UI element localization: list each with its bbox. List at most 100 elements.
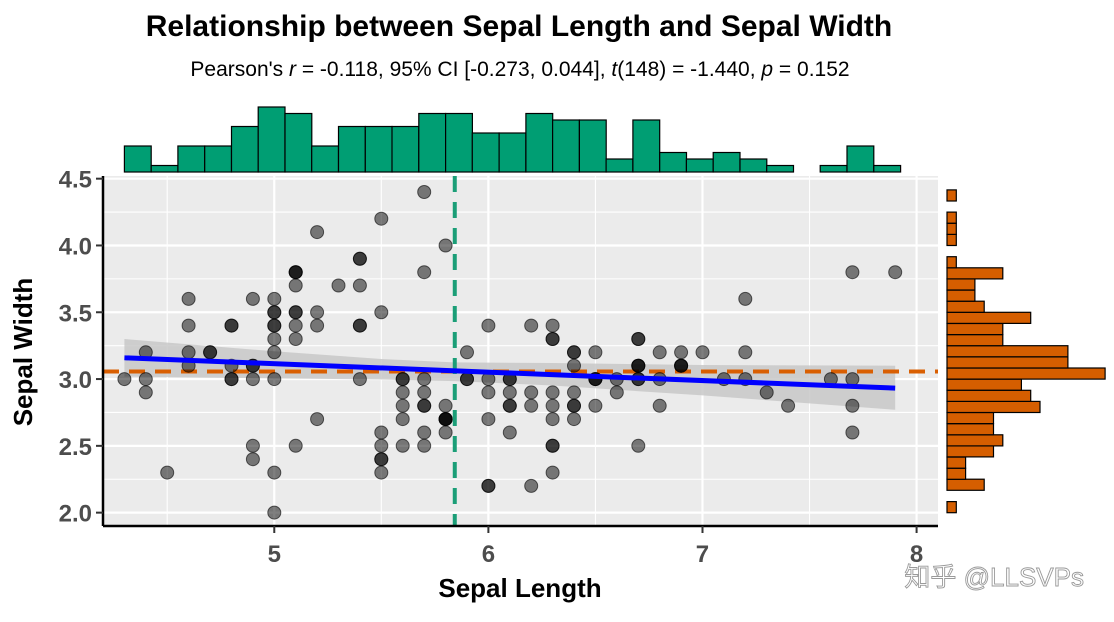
data-point <box>310 225 325 240</box>
data-point <box>352 318 367 333</box>
y-histogram-bar <box>946 501 957 514</box>
data-point <box>417 425 432 440</box>
data-point <box>567 358 581 373</box>
data-point <box>460 372 474 387</box>
data-point <box>245 291 260 306</box>
x-histogram-bar <box>739 158 768 173</box>
data-point <box>267 318 282 333</box>
y-histogram-bar <box>946 378 1023 391</box>
y-tick-label: 3.5 <box>59 300 92 327</box>
data-point <box>545 332 560 346</box>
data-point <box>524 398 539 413</box>
data-point <box>417 372 432 387</box>
x-histogram-bar <box>685 158 714 173</box>
data-point <box>417 185 432 199</box>
data-point <box>417 385 432 400</box>
data-point <box>288 332 303 346</box>
data-point <box>759 385 774 400</box>
data-point <box>374 305 389 320</box>
data-point <box>267 372 282 387</box>
y-tick-labels: 2.0 2.5 3.0 3.5 4.0 4.5 <box>59 167 92 528</box>
data-point <box>481 318 496 333</box>
data-point <box>352 278 367 293</box>
y-histogram-bar <box>946 311 1032 324</box>
y-histogram-bar <box>946 456 967 469</box>
data-point <box>845 398 860 413</box>
data-point <box>631 358 646 373</box>
y-marginal-histogram <box>946 189 1106 514</box>
data-point <box>395 372 410 387</box>
regression-line <box>124 355 896 391</box>
y-histogram-bar <box>946 233 957 247</box>
x-histogram-bar <box>525 112 554 173</box>
data-point <box>310 305 325 320</box>
data-point <box>674 345 689 360</box>
data-point <box>117 372 132 387</box>
data-point <box>481 412 496 427</box>
data-point <box>588 398 603 413</box>
data-point <box>652 345 667 360</box>
y-histogram-bar <box>946 423 995 436</box>
x-histogram-bar <box>311 145 340 173</box>
data-point <box>331 278 346 293</box>
x-histogram-bar <box>873 164 902 173</box>
subtitle-part: t <box>611 58 618 81</box>
data-point <box>395 438 410 453</box>
data-point <box>545 465 560 480</box>
data-point <box>352 372 367 387</box>
data-point <box>417 438 432 453</box>
data-point <box>631 438 646 453</box>
x-histogram-bar <box>123 145 152 173</box>
y-histogram-bar <box>946 356 1069 369</box>
data-point <box>245 452 260 467</box>
axes <box>96 176 938 533</box>
data-point <box>374 438 389 453</box>
data-point <box>524 318 539 333</box>
data-point <box>567 385 581 400</box>
x-histogram-bar <box>632 119 661 173</box>
data-point <box>738 345 753 360</box>
chart-title: Relationship between Sepal Length and Se… <box>146 10 892 43</box>
data-point <box>888 265 903 280</box>
y-histogram-bar <box>946 345 1069 358</box>
data-point <box>588 345 603 360</box>
subtitle-part: r <box>289 58 297 81</box>
y-histogram-bar <box>946 434 1004 447</box>
x-tick-label: 5 <box>268 541 281 568</box>
data-point <box>374 465 389 480</box>
y-histogram-bar <box>946 334 1004 347</box>
data-point <box>545 438 560 453</box>
x-tick-labels: 5 6 7 8 <box>268 541 924 568</box>
y-tick-label: 3.0 <box>59 367 92 394</box>
watermark: 知乎 @LLSVPs <box>904 562 1084 592</box>
data-point <box>631 332 646 346</box>
y-axis-title: Sepal Width <box>8 278 38 427</box>
x-histogram-bar <box>391 125 420 173</box>
data-point <box>352 251 367 266</box>
data-point <box>138 385 153 400</box>
data-point <box>845 265 860 280</box>
y-histogram-bar <box>946 289 976 302</box>
x-histogram-bar <box>498 132 527 173</box>
data-point <box>267 345 282 360</box>
y-histogram-bar <box>946 222 957 236</box>
data-points <box>117 185 903 520</box>
y-histogram-bar <box>946 322 1004 336</box>
data-point <box>545 412 560 427</box>
data-point <box>481 478 496 493</box>
x-histogram-bar <box>337 125 366 173</box>
x-axis-title: Sepal Length <box>438 573 601 603</box>
x-histogram-bar <box>204 145 233 173</box>
data-point <box>845 372 860 387</box>
y-histogram-bar <box>946 189 957 202</box>
x-histogram-bar <box>230 125 259 173</box>
x-histogram-bar <box>471 132 500 173</box>
subtitle-part: = 0.152 <box>773 58 849 81</box>
chart-subtitle: Pearson's r = -0.118, 95% CI [-0.273, 0.… <box>190 58 849 81</box>
data-point <box>224 318 239 333</box>
data-point <box>545 385 560 400</box>
data-point <box>545 398 560 413</box>
x-tick-label: 7 <box>696 541 709 568</box>
data-point <box>374 425 389 440</box>
data-point <box>524 478 539 493</box>
